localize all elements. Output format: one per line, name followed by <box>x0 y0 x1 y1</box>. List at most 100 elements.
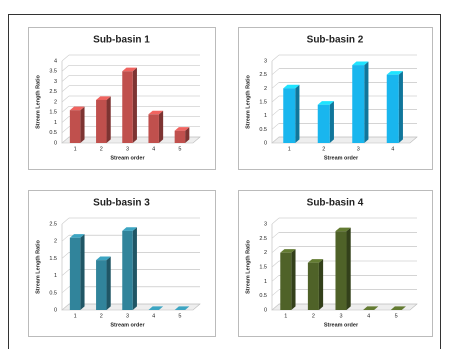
x-tick-label: 5 <box>178 313 181 319</box>
y-tick-label: 0 <box>264 140 267 146</box>
grid-line-side <box>61 136 70 144</box>
y-tick-label: 0 <box>54 307 57 313</box>
bar <box>122 230 133 310</box>
chart-panel <box>238 27 433 170</box>
y-tick-label: 1 <box>264 279 267 285</box>
outer-frame <box>8 14 441 354</box>
bar-top <box>148 110 164 115</box>
y-tick-label: 0 <box>54 140 57 146</box>
bar-top <box>96 96 111 100</box>
chart-panel <box>28 190 216 337</box>
y-tick-label: 2.5 <box>259 72 267 78</box>
bar-side <box>106 256 111 310</box>
grid-line-side <box>271 54 280 62</box>
grid-line-side <box>271 109 280 116</box>
x-tick-label: 2 <box>312 313 315 319</box>
grid-line-side <box>271 95 280 103</box>
grid-line-side <box>61 286 70 294</box>
grid-line-side <box>271 68 280 75</box>
y-tick-label: 4 <box>54 58 57 64</box>
bar-top <box>69 234 85 238</box>
x-tick-label: 3 <box>357 146 360 152</box>
grid-line-side <box>271 82 280 89</box>
bar-top <box>283 84 300 89</box>
bar-top <box>96 256 111 261</box>
grid-line-side <box>61 126 70 133</box>
bar-side <box>291 249 296 310</box>
y-tick-label: 1 <box>54 120 57 126</box>
bar-side <box>346 227 351 310</box>
bar-top <box>335 227 351 232</box>
x-axis-label: Stream order <box>324 155 359 161</box>
grid-line-side <box>61 217 70 225</box>
bar <box>386 74 399 143</box>
bar <box>283 88 296 143</box>
bar <box>69 237 81 310</box>
bar <box>307 262 319 310</box>
bar-top <box>390 306 406 310</box>
y-tick-label: 1.5 <box>49 256 57 262</box>
grid-line-side <box>61 95 70 103</box>
y-tick-label: 3 <box>54 79 57 85</box>
x-tick-label: 5 <box>395 313 398 319</box>
grid-line-side <box>61 234 70 242</box>
y-tick-label: 0.5 <box>49 290 57 296</box>
y-tick-label: 3.5 <box>49 69 57 75</box>
grid-line-side <box>61 54 70 62</box>
y-tick-label: 0.5 <box>259 293 267 299</box>
bar-top <box>148 306 164 310</box>
bar <box>335 231 347 310</box>
y-tick-label: 2.5 <box>259 236 267 242</box>
y-tick-label: 1 <box>264 113 267 119</box>
y-tick-label: 2.5 <box>49 221 57 227</box>
bar-side <box>106 96 111 143</box>
bar-side <box>132 227 137 310</box>
bar-top <box>69 106 85 111</box>
x-axis-label: Stream order <box>110 322 145 328</box>
bar-top <box>122 67 137 72</box>
bar <box>96 99 107 143</box>
x-tick-label: 2 <box>100 313 103 319</box>
bar-side <box>295 84 300 143</box>
grid-line-side <box>271 246 280 253</box>
grid-line-side <box>61 106 70 113</box>
x-tick-label: 1 <box>74 146 77 152</box>
bar-top <box>280 249 296 253</box>
y-tick-label: 1 <box>54 273 57 279</box>
bar <box>122 71 133 143</box>
x-tick-label: 4 <box>152 313 155 319</box>
grid-line-side <box>61 85 70 92</box>
grid-line-side <box>271 136 280 144</box>
y-tick-label: 2.5 <box>49 89 57 95</box>
bar-top <box>386 71 403 75</box>
x-tick-label: 1 <box>288 146 291 152</box>
y-axis-label: Stream Length Ratio <box>35 74 41 128</box>
x-tick-label: 1 <box>74 313 77 319</box>
y-axis-label: Stream Length Ratio <box>245 74 251 128</box>
grid-line-side <box>61 269 70 276</box>
y-tick-label: 2 <box>54 239 57 245</box>
x-tick-label: 4 <box>152 146 155 152</box>
chart-title: Sub-basin 2 <box>307 35 364 46</box>
x-tick-label: 1 <box>284 313 287 319</box>
chart-title: Sub-basin 4 <box>307 198 364 209</box>
x-tick-label: 2 <box>100 146 103 152</box>
bar <box>69 110 81 143</box>
bar <box>148 114 159 143</box>
x-tick-label: 3 <box>126 313 129 319</box>
y-tick-label: 2 <box>54 99 57 105</box>
y-tick-label: 1.5 <box>259 264 267 270</box>
x-tick-label: 2 <box>322 146 325 152</box>
x-axis-label: Stream order <box>110 155 145 161</box>
grid-line-side <box>271 275 280 282</box>
x-axis-label: Stream order <box>324 322 359 328</box>
bar-top <box>352 61 369 66</box>
x-tick-label: 4 <box>391 146 394 152</box>
bar-side <box>364 61 369 143</box>
grid-line-side <box>61 65 70 72</box>
chart-title: Sub-basin 1 <box>93 35 150 46</box>
bar-side <box>329 101 334 143</box>
grid-line-side <box>61 303 70 311</box>
bar-side <box>80 106 85 143</box>
